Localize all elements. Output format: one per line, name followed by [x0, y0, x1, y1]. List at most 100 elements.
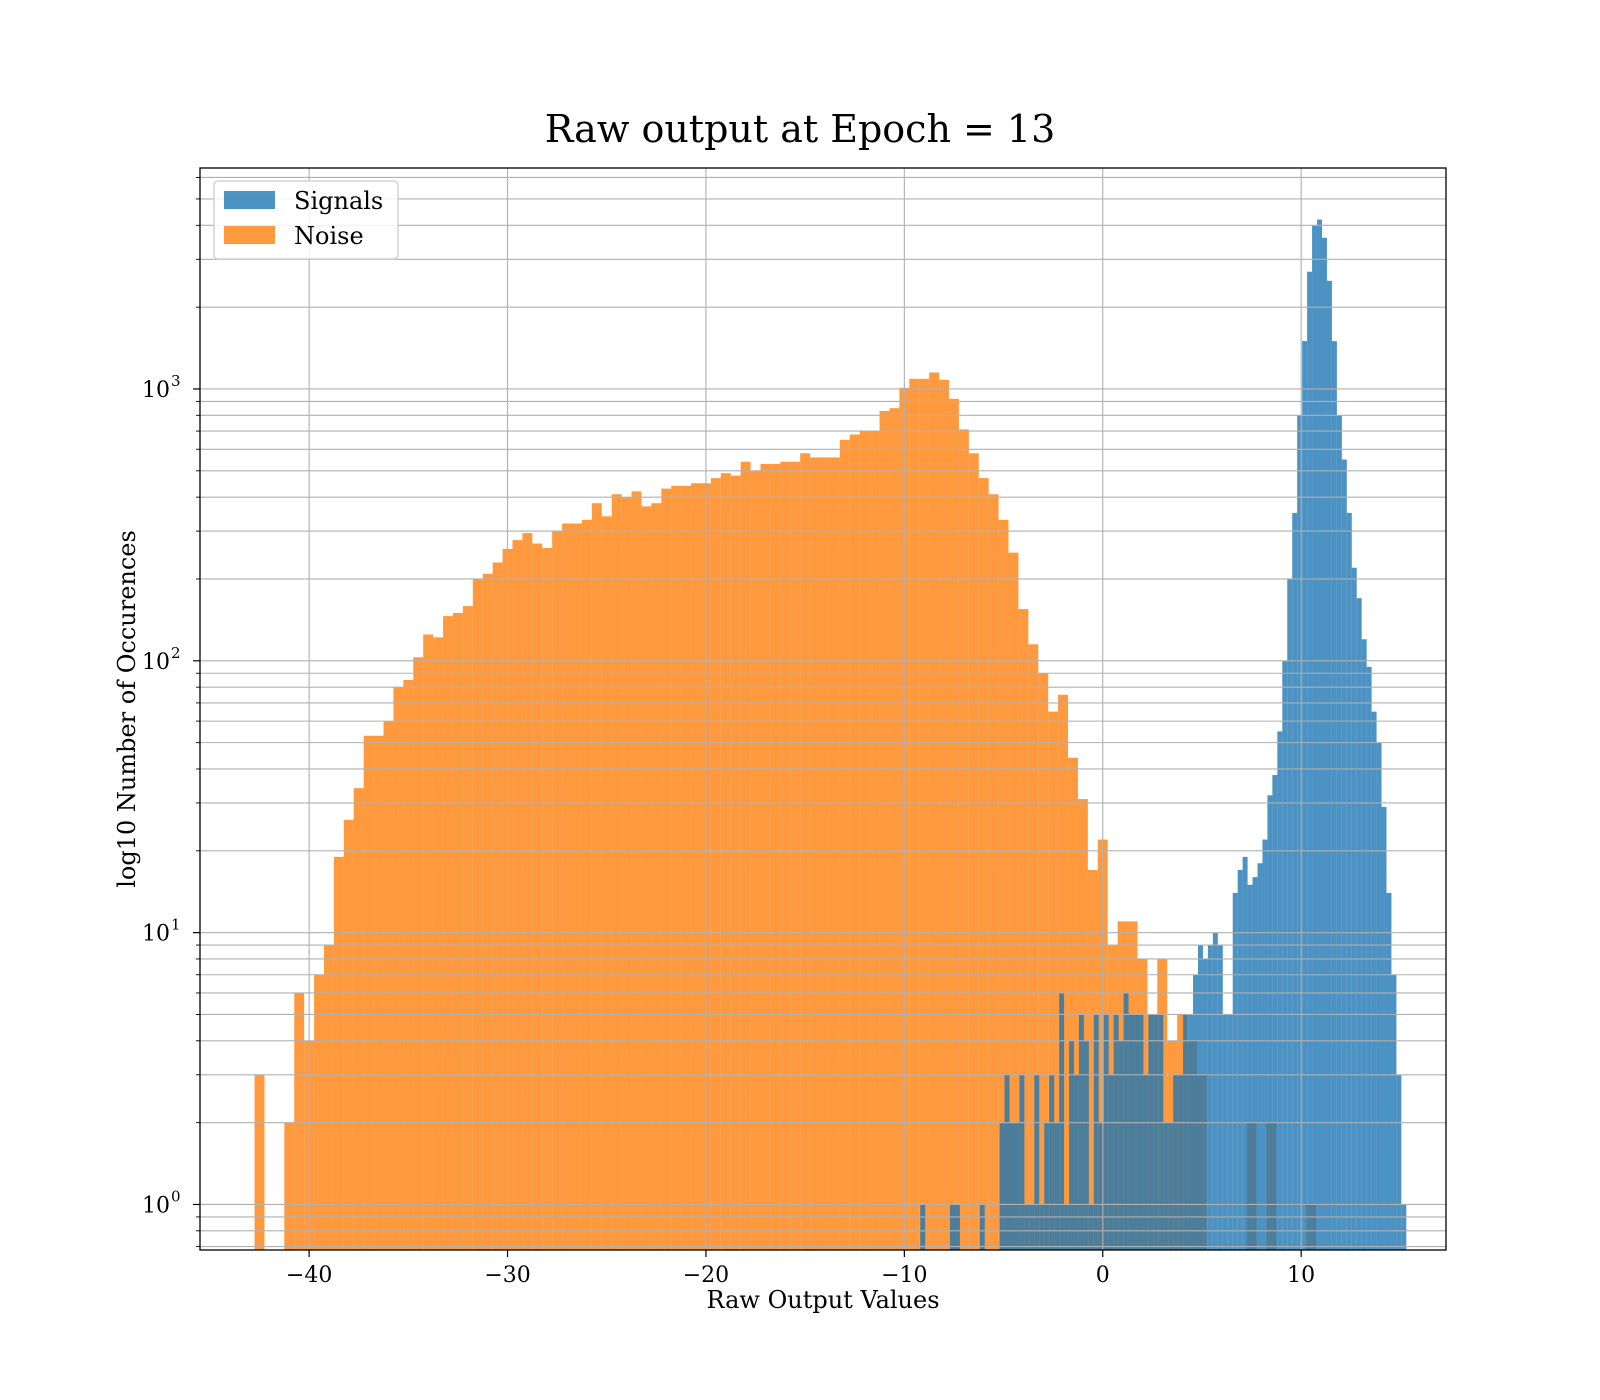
x-tick-label: −30	[484, 1263, 530, 1288]
signals-bar	[1014, 1122, 1020, 1250]
noise-bar	[800, 453, 811, 1250]
noise-bar	[353, 788, 364, 1250]
signals-bar	[1232, 892, 1238, 1250]
signals-bar	[1173, 1074, 1179, 1250]
signals-bar	[1098, 1122, 1104, 1250]
signals-bar	[1326, 280, 1332, 1250]
noise-bar	[1087, 870, 1098, 1250]
noise-bar	[948, 398, 959, 1250]
noise-bar	[998, 519, 1009, 1250]
noise-bar	[284, 1122, 295, 1250]
noise-bar	[681, 485, 692, 1250]
legend-label-signals: Signals	[294, 187, 383, 215]
y-tick-label: 10	[142, 1193, 170, 1218]
signals-bar	[1277, 731, 1283, 1250]
y-tick-label: 10	[142, 922, 170, 947]
noise-bar	[601, 516, 612, 1250]
noise-bar	[1008, 552, 1019, 1250]
noise-bar	[1038, 673, 1049, 1250]
noise-bar	[314, 974, 324, 1250]
noise-bar	[919, 378, 930, 1250]
noise-bar	[671, 485, 682, 1250]
noise-bar	[909, 378, 920, 1250]
noise-bar	[889, 408, 900, 1250]
noise-bar	[1018, 609, 1029, 1250]
noise-bar	[423, 634, 434, 1250]
noise-bar	[869, 431, 880, 1250]
noise-bar	[472, 578, 483, 1250]
noise-bar	[770, 463, 781, 1250]
signals-bar	[1212, 932, 1218, 1250]
signals-bar	[1004, 1074, 1010, 1250]
signals-bar	[1197, 945, 1203, 1250]
legend-swatch-noise	[224, 226, 275, 244]
noise-bar	[591, 503, 602, 1250]
noise-bar	[859, 431, 870, 1250]
y-axis-label: log10 Number of Occurences	[113, 530, 141, 888]
signals-bar	[1381, 806, 1387, 1250]
legend: Signals Noise	[213, 180, 399, 260]
noise-bar	[492, 562, 503, 1250]
signals-bar	[1356, 598, 1362, 1250]
noise-bar	[978, 478, 989, 1250]
noise-bar	[552, 531, 563, 1250]
noise-bar	[651, 503, 662, 1250]
signals-bar	[1009, 1122, 1015, 1250]
signals-bar	[1193, 974, 1198, 1250]
noise-bar	[1048, 711, 1059, 1250]
noise-bar	[462, 606, 473, 1250]
x-tick-label: 10	[1287, 1263, 1315, 1288]
signals-bar	[1302, 341, 1308, 1250]
noise-bar	[1068, 757, 1078, 1250]
signals-bar	[1049, 1074, 1055, 1250]
signals-bar	[1148, 1014, 1154, 1250]
signals-bar	[1059, 992, 1065, 1250]
signals-bar	[1272, 775, 1278, 1250]
noise-bar	[780, 461, 791, 1250]
signals-bar	[1153, 1014, 1159, 1250]
noise-bar	[750, 470, 761, 1250]
noise-bar	[839, 439, 850, 1250]
noise-bar	[810, 457, 821, 1250]
signals-bar	[1188, 1014, 1194, 1250]
signals-bar	[1178, 1074, 1184, 1250]
signals-bar	[1133, 1014, 1139, 1250]
signals-bar	[1103, 1014, 1109, 1250]
signals-bar	[1168, 1122, 1174, 1250]
signals-bar	[1376, 742, 1382, 1250]
noise-bar	[581, 519, 592, 1250]
signals-bar	[1128, 1014, 1134, 1250]
signals-bar	[1297, 415, 1303, 1250]
noise-bar	[958, 429, 969, 1250]
y-tick-label: 10	[142, 378, 170, 403]
signals-bar	[1069, 1040, 1074, 1250]
noise-bar	[254, 1074, 265, 1250]
signals-bar	[1222, 1014, 1228, 1250]
signals-bar	[1054, 1122, 1060, 1250]
signals-bar	[1044, 1122, 1050, 1250]
signals-bar	[1123, 992, 1129, 1250]
signals-bar	[1158, 1014, 1164, 1250]
signals-bar	[1183, 1014, 1189, 1250]
noise-bar	[1058, 694, 1069, 1250]
noise-bar	[760, 463, 771, 1250]
signals-bar	[1386, 892, 1392, 1250]
signals-bar	[1242, 856, 1248, 1250]
signals-bar	[1366, 666, 1372, 1250]
signals-bar	[1371, 711, 1377, 1250]
signals-bar	[1257, 863, 1263, 1250]
noise-bar	[829, 457, 840, 1250]
noise-bar	[512, 540, 523, 1250]
noise-bar	[532, 543, 543, 1250]
signals-bar	[1391, 974, 1397, 1250]
chart-title: Raw output at Epoch = 13	[545, 107, 1056, 151]
noise-bar	[482, 573, 493, 1250]
signals-bar	[1073, 1074, 1079, 1250]
signals-bar	[1064, 1204, 1070, 1250]
signals-bar	[1237, 870, 1243, 1250]
noise-bar	[631, 491, 642, 1250]
noise-bar	[333, 856, 344, 1250]
signals-bar	[1207, 945, 1213, 1250]
signals-bar	[1034, 1074, 1040, 1250]
